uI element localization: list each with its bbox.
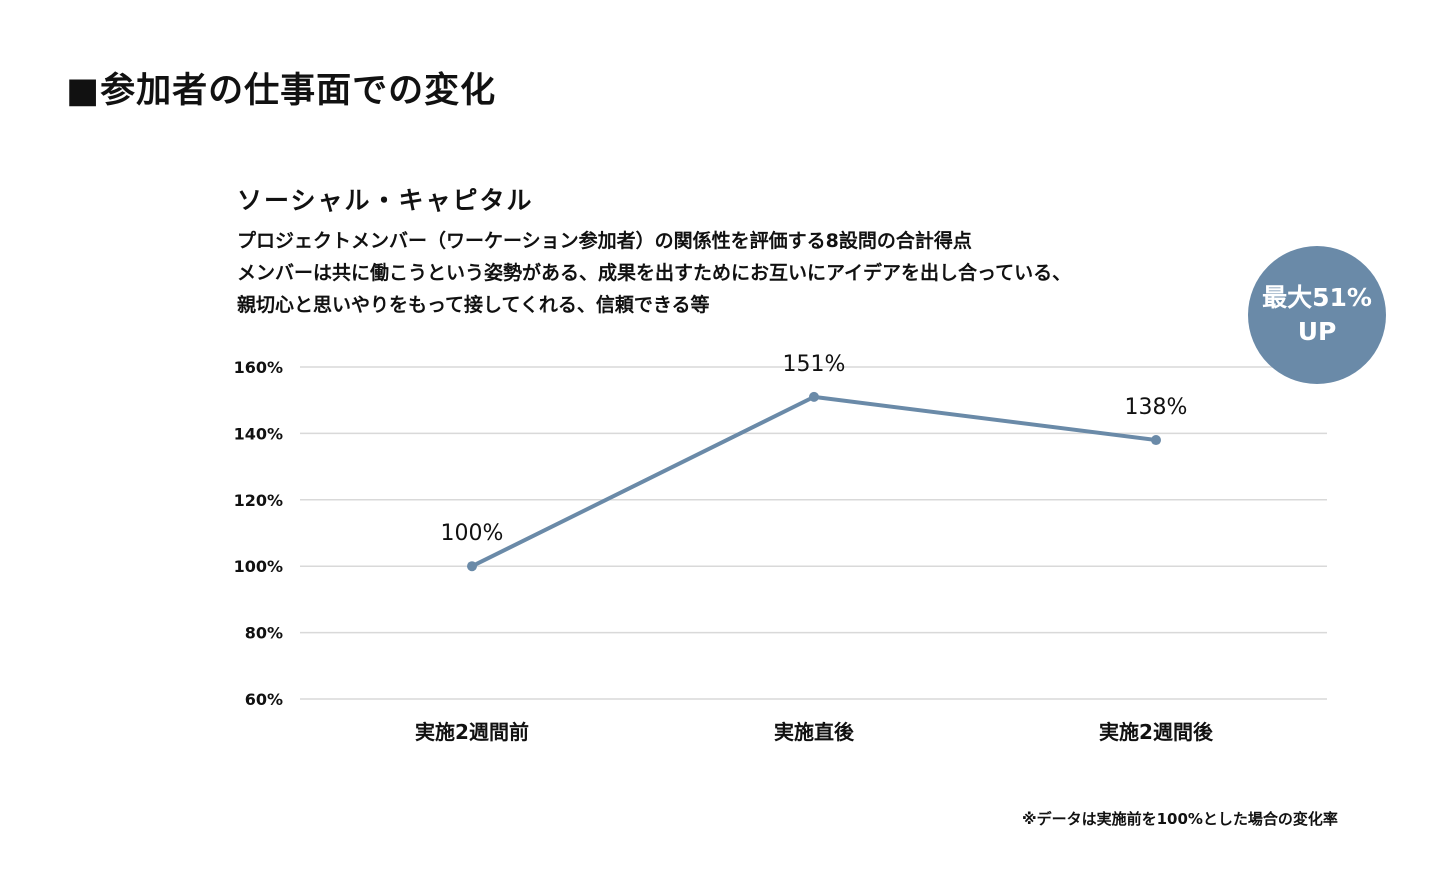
data-point (467, 561, 477, 572)
data-label: 138% (1125, 395, 1188, 420)
page-title: ■参加者の仕事面での変化 (66, 71, 497, 111)
badge-line-2: UP (1297, 317, 1337, 346)
y-tick-label: 140% (234, 424, 283, 443)
footnote: ※データは実施前を100%とした場合の変化率 (1022, 810, 1338, 828)
description-line-2: メンバーは共に働こうという姿勢がある、成果を出すためにお互いにアイデアを出し合っ… (237, 262, 1072, 284)
data-point (1151, 435, 1161, 446)
y-tick-label: 60% (245, 690, 283, 709)
data-label: 151% (783, 352, 846, 377)
badge-line-1: 最大51% (1262, 283, 1372, 312)
y-tick-label: 100% (234, 557, 283, 576)
description-line-1: プロジェクトメンバー（ワーケーション参加者）の関係性を評価する8設問の合計得点 (237, 230, 972, 252)
x-category-label: 実施直後 (774, 720, 855, 744)
y-tick-label: 120% (234, 491, 283, 510)
improvement-badge: 最大51% UP (1248, 246, 1386, 384)
x-category-label: 実施2週間前 (415, 720, 529, 744)
data-label: 100% (441, 521, 504, 546)
y-tick-label: 80% (245, 624, 283, 643)
chart-title: ソーシャル・キャピタル (237, 186, 534, 215)
x-category-label: 実施2週間後 (1099, 720, 1214, 744)
description-line-3: 親切心と思いやりをもって接してくれる、信頼できる等 (237, 294, 710, 316)
series-line (471, 394, 1157, 568)
data-point (809, 391, 819, 402)
y-tick-label: 160% (234, 358, 283, 377)
